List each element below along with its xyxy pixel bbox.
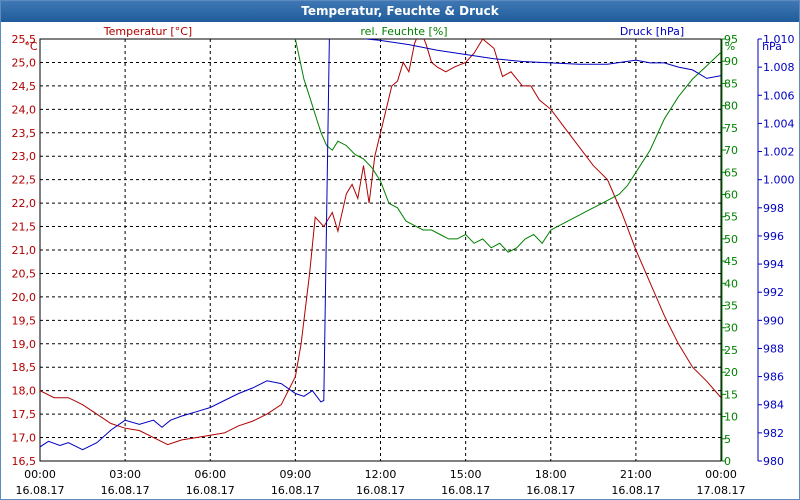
temperature-unit: °C — [24, 40, 38, 53]
humidity-tick-label: 80 — [724, 100, 738, 113]
pressure-tick-label: 996 — [763, 230, 784, 243]
x-tick-time: 06:00 — [194, 468, 226, 481]
humidity-tick-label: 85 — [724, 77, 738, 90]
temperature-axis-title: Temperatur [°C] — [103, 25, 192, 38]
temperature-tick-label: 18,0 — [12, 385, 37, 398]
humidity-tick-label: 95 — [724, 33, 738, 46]
x-tick-date: 16.08.17 — [101, 484, 150, 497]
pressure-tick-label: 990 — [763, 314, 784, 327]
x-tick-date: 16.08.17 — [16, 484, 65, 497]
humidity-tick-label: 40 — [724, 277, 738, 290]
temperature-tick-label: 23,5 — [12, 127, 37, 140]
humidity-axis-title: rel. Feuchte [%] — [360, 25, 447, 38]
pressure-tick-label: 992 — [763, 286, 784, 299]
pressure-tick-label: 988 — [763, 342, 784, 355]
pressure-line — [40, 39, 721, 451]
pressure-tick-label: 1.000 — [763, 174, 795, 187]
humidity-tick-label: 65 — [724, 166, 738, 179]
humidity-tick-label: 20 — [724, 366, 738, 379]
temperature-tick-label: 23,0 — [12, 150, 37, 163]
temperature-tick-label: 25,0 — [12, 56, 37, 69]
axis-labels: 16,5 17,0 17,5 18,0 18,5 19,0 19,5 20,0 20,5 21,0… — [12, 25, 795, 497]
humidity-tick-label: 90 — [724, 55, 738, 68]
x-tick-date: 16.08.17 — [356, 484, 405, 497]
humidity-tick-label: 55 — [724, 211, 738, 224]
temperature-tick-label: 21,0 — [12, 244, 37, 257]
humidity-tick-label: 75 — [724, 122, 738, 135]
humidity-tick-label: 5 — [724, 433, 731, 446]
humidity-tick-label: 50 — [724, 233, 738, 246]
temperature-tick-label: 17,0 — [12, 432, 37, 445]
window-title: Temperatur, Feuchte & Druck — [1, 1, 799, 22]
temperature-tick-label: 25,5 — [12, 33, 37, 46]
pressure-tick-label: 994 — [763, 258, 784, 271]
pressure-tick-label: 986 — [763, 371, 784, 384]
temperature-tick-label: 20,5 — [12, 267, 37, 280]
x-tick-date: 16.08.17 — [186, 484, 235, 497]
temperature-tick-label: 16,5 — [12, 455, 37, 468]
x-tick-time: 18:00 — [535, 468, 567, 481]
x-tick-date: 17.08.17 — [697, 484, 746, 497]
pressure-tick-label: 998 — [763, 202, 784, 215]
temperature-tick-label: 20,0 — [12, 291, 37, 304]
temperature-tick-label: 22,5 — [12, 174, 37, 187]
temperature-tick-label: 17,5 — [12, 408, 37, 421]
x-tick-time: 03:00 — [109, 468, 141, 481]
x-tick-time: 21:00 — [620, 468, 652, 481]
plot-frame — [39, 38, 762, 462]
humidity-tick-label: 0 — [724, 455, 731, 468]
humidity-tick-label: 45 — [724, 255, 738, 268]
humidity-tick-label: 35 — [724, 300, 738, 313]
x-tick-time: 00:00 — [705, 468, 737, 481]
humidity-line — [294, 39, 721, 253]
x-tick-time: 15:00 — [450, 468, 482, 481]
pressure-tick-label: 1.002 — [763, 146, 795, 159]
temperature-tick-label: 24,5 — [12, 80, 37, 93]
pressure-tick-label: 980 — [763, 455, 784, 468]
x-tick-time: 00:00 — [24, 468, 56, 481]
temperature-tick-label: 24,0 — [12, 103, 37, 116]
pressure-tick-label: 984 — [763, 399, 784, 412]
series-lines — [40, 39, 721, 451]
temperature-tick-label: 22,0 — [12, 197, 37, 210]
x-tick-date: 16.08.17 — [441, 484, 490, 497]
temperature-tick-label: 19,5 — [12, 314, 37, 327]
pressure-tick-label: 1.004 — [763, 117, 795, 130]
pressure-tick-label: 1.010 — [763, 33, 795, 46]
pressure-tick-label: 982 — [763, 427, 784, 440]
humidity-tick-label: 70 — [724, 144, 738, 157]
plot-area-border — [39, 38, 722, 462]
x-tick-time: 09:00 — [280, 468, 312, 481]
x-tick-date: 16.08.17 — [271, 484, 320, 497]
x-tick-date: 16.08.17 — [611, 484, 660, 497]
grid — [40, 38, 721, 462]
humidity-unit: % — [725, 40, 735, 53]
humidity-tick-label: 30 — [724, 322, 738, 335]
pressure-unit: hPa — [762, 40, 782, 53]
x-tick-date: 16.08.17 — [526, 484, 575, 497]
humidity-tick-label: 25 — [724, 344, 738, 357]
pressure-axis-title: Druck [hPa] — [620, 25, 684, 38]
pressure-tick-label: 1.008 — [763, 61, 795, 74]
pressure-tick-label: 1.006 — [763, 89, 795, 102]
humidity-tick-label: 60 — [724, 188, 738, 201]
humidity-tick-label: 10 — [724, 411, 738, 424]
x-tick-time: 12:00 — [365, 468, 397, 481]
temperature-tick-label: 18,5 — [12, 361, 37, 374]
temperature-tick-label: 19,0 — [12, 338, 37, 351]
temperature-tick-label: 21,5 — [12, 221, 37, 234]
temperature-line — [40, 39, 721, 446]
humidity-tick-label: 15 — [724, 388, 738, 401]
